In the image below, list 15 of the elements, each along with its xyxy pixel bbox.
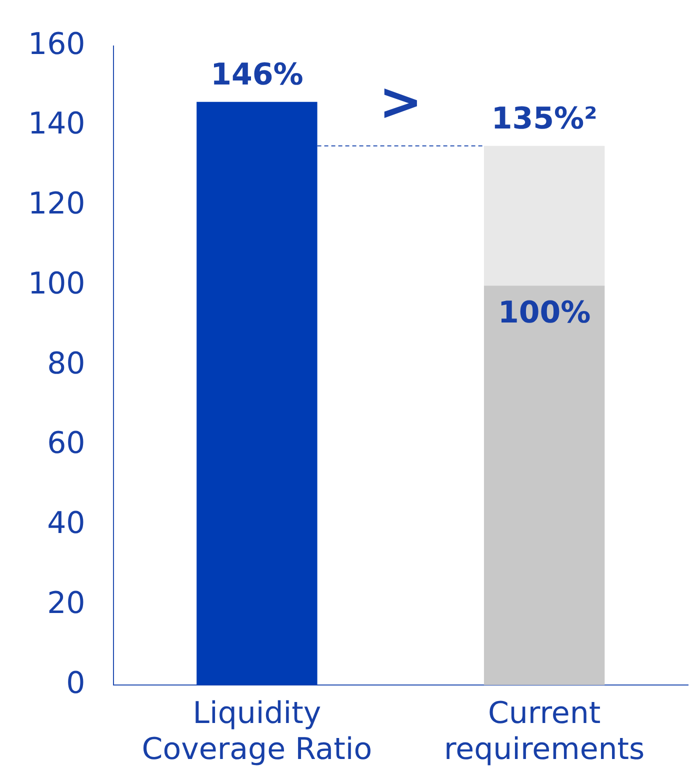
annotation: > bbox=[378, 72, 422, 132]
y-tick-label: 20 bbox=[47, 586, 86, 621]
data-label: 100% bbox=[498, 295, 591, 330]
y-tick-label: 120 bbox=[28, 186, 86, 222]
x-tick-label: Liquidity Coverage Ratio bbox=[142, 696, 372, 767]
y-tick-label: 140 bbox=[28, 106, 86, 142]
total-label: 135%² bbox=[491, 102, 598, 137]
y-tick-label: 80 bbox=[47, 346, 86, 382]
y-tick-label: 160 bbox=[28, 26, 86, 62]
y-tick-label: 40 bbox=[47, 506, 86, 542]
y-tick-label: 60 bbox=[47, 426, 86, 462]
y-tick-label: 0 bbox=[66, 666, 86, 701]
y-tick-label: 100 bbox=[28, 266, 86, 302]
x-tick-label: Current requirements bbox=[444, 696, 645, 767]
total-label: 146% bbox=[210, 58, 304, 93]
